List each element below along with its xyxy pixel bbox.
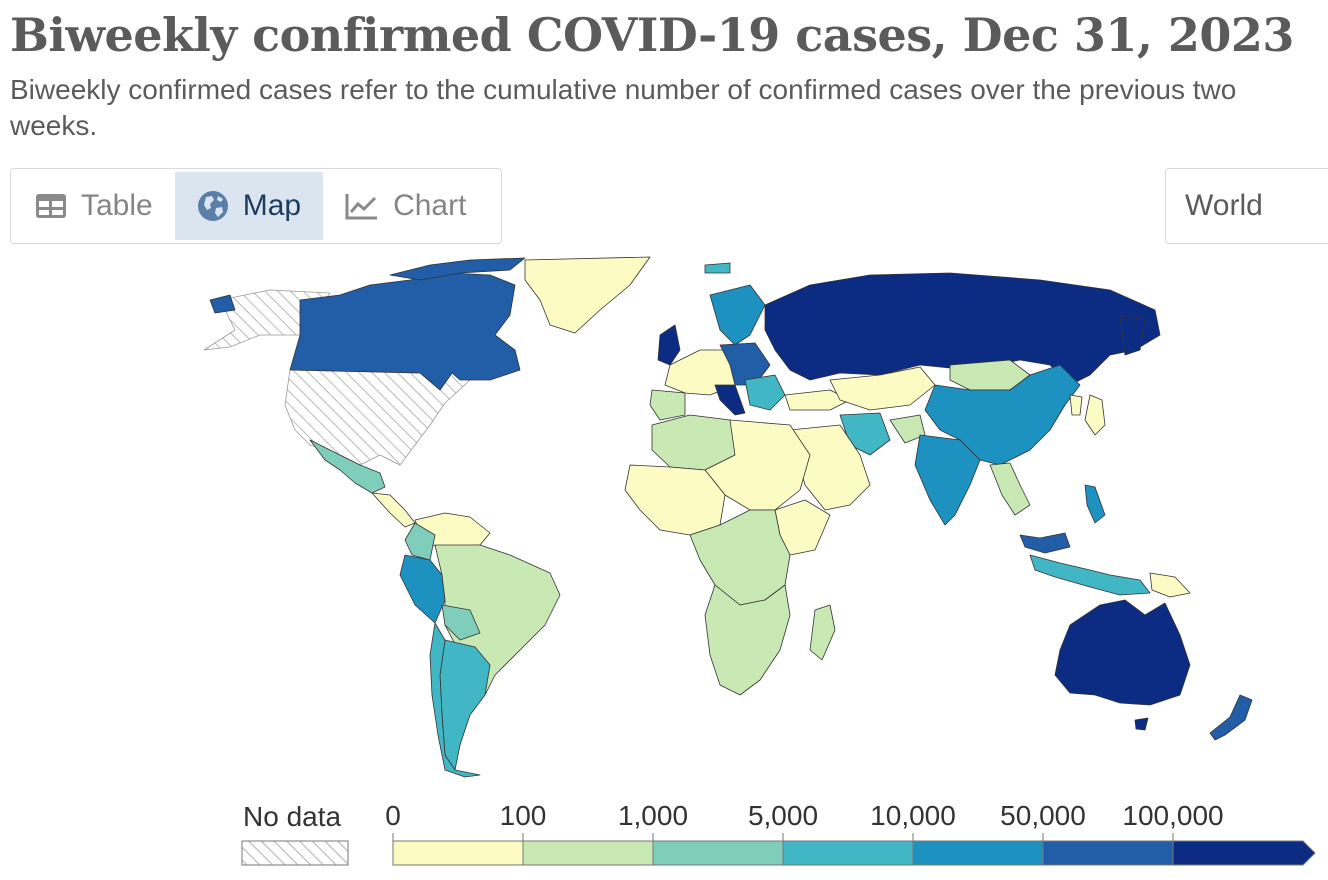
argentina [439,639,491,771]
legend-bin-0 [392,840,524,866]
kazakhstan [829,366,936,411]
tab-map-label: Map [242,189,302,222]
mexico [309,439,386,494]
japan [1084,394,1106,436]
map-legend: No data 0 100 1,000 5,000 10,000 50,000 100,00… [241,800,1316,866]
alaska-tip [209,294,236,314]
central-america [371,492,416,528]
korea [1069,394,1083,416]
southeast-asia [989,462,1031,516]
peru [399,554,446,624]
legend-tick-label-4: 10,000 [870,800,956,831]
iberia [649,389,686,421]
kamchatka [1119,314,1146,356]
australia [1054,599,1191,706]
legend-tick-label-1: 100 [500,800,547,831]
legend-tick-label-3: 5,000 [748,800,818,831]
china [924,364,1081,466]
world-map [203,256,1253,778]
greenland [524,256,651,334]
central-africa [689,509,791,606]
alaska [203,289,331,351]
tab-table-label: Table [81,189,153,222]
afghanistan [889,414,926,444]
legend-tick-label-0: 0 [385,800,401,831]
chile [429,622,481,778]
turkey [784,389,851,411]
png [1149,572,1191,598]
chart-title: Biweekly confirmed COVID-19 cases, Dec 3… [10,8,1294,62]
legend-tick-label-2: 1,000 [618,800,688,831]
canada [289,272,521,391]
globe-icon [197,191,228,221]
legend-tick-label-6: 100,000 [1122,800,1223,831]
legend-bin-1 [522,840,654,866]
legend-bin-5 [1042,840,1174,866]
table-icon [36,194,66,218]
legend-bin-4 [912,840,1044,866]
legend-tick-label-5: 50,000 [1000,800,1086,831]
madagascar [809,604,836,661]
indonesia [1029,554,1151,596]
canada-arctic [389,257,526,281]
legend-bins [392,840,1316,866]
legend-no-data-swatch [241,840,349,866]
region-selector-value: World [1185,189,1263,222]
tab-chart-label: Chart [393,189,467,222]
uk [657,324,681,366]
arabia [789,424,871,511]
italy [714,384,746,416]
ecuador-colombia [404,522,436,561]
southern-africa [704,584,791,696]
line-chart-icon [345,194,378,220]
new-zealand [1209,694,1253,741]
balkans [744,374,786,411]
scandinavia [709,284,766,346]
view-tabs: Table Map Chart [10,168,502,244]
tab-chart[interactable]: Chart [323,172,488,240]
legend-bin-2 [652,840,784,866]
legend-ticks: 0 100 1,000 5,000 10,000 50,000 100,000 [385,800,1224,841]
legend-bin-6 [1172,840,1316,866]
philippines [1084,484,1106,524]
chart-subtitle: Biweekly confirmed cases refer to the cu… [10,74,1237,141]
tab-map[interactable]: Map [174,172,324,240]
bolivia [441,604,481,641]
legend-bin-3 [782,840,914,866]
tab-table[interactable]: Table [13,172,175,240]
malaysia [1019,532,1071,554]
tasmania [1134,717,1149,731]
india [914,434,981,526]
iceland [704,262,731,274]
region-selector[interactable]: World [1165,168,1328,244]
legend-no-data-label: No data [243,801,341,832]
